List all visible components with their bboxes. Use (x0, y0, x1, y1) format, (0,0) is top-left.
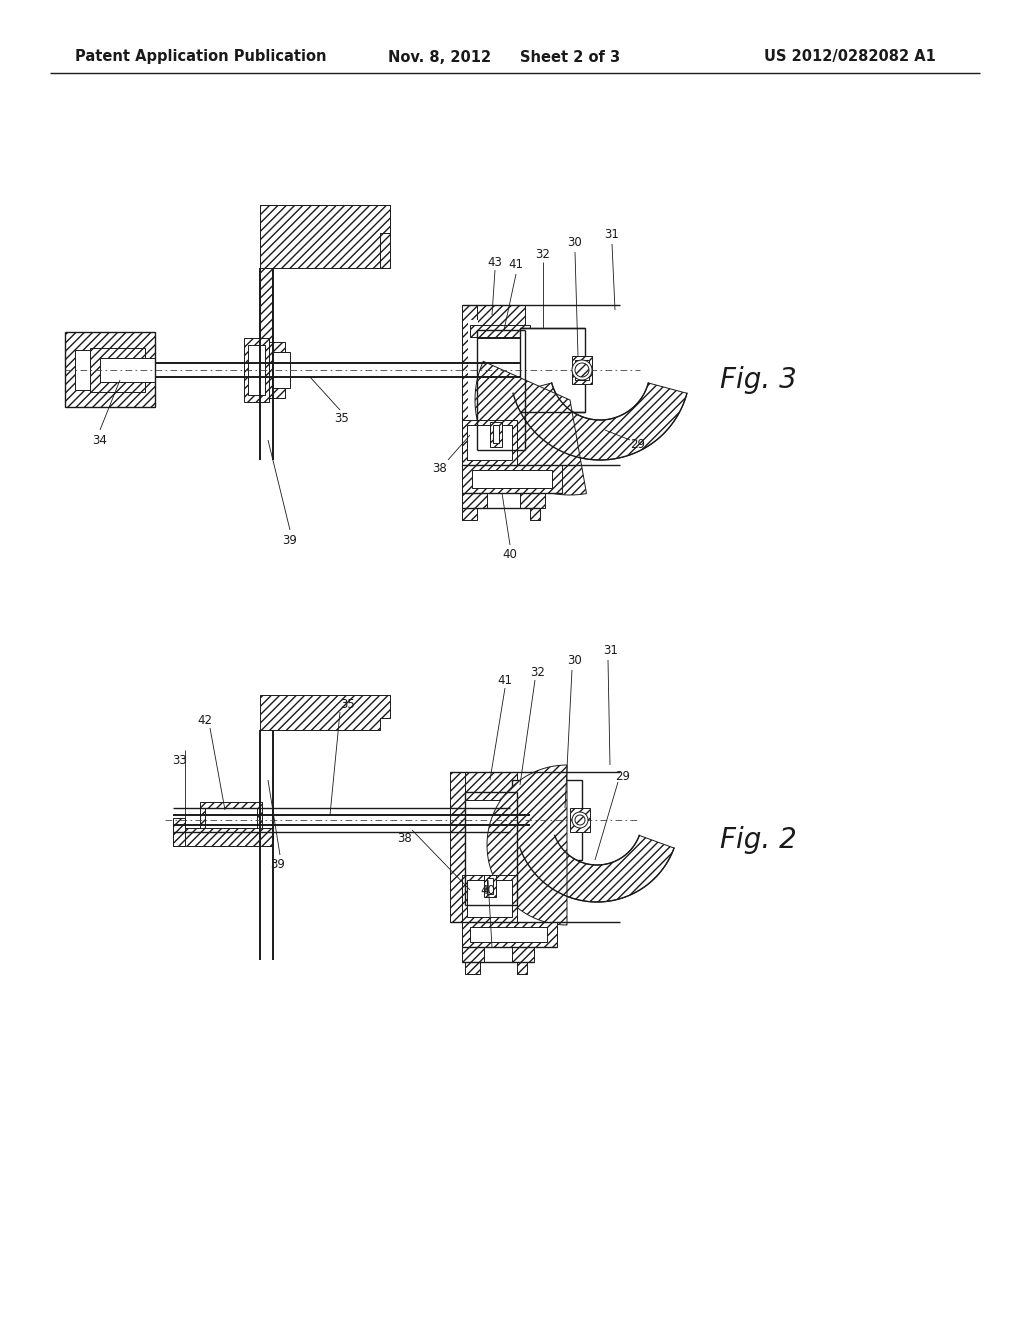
Bar (462, 492, 487, 508)
Bar (575, 360, 589, 380)
Bar (470, 325, 530, 337)
Bar (244, 338, 269, 403)
Bar (200, 803, 262, 838)
Bar (462, 465, 562, 492)
Bar (487, 878, 493, 894)
Bar (467, 880, 512, 917)
Bar (530, 508, 540, 520)
Bar (462, 420, 517, 465)
Bar (520, 327, 585, 412)
Text: 31: 31 (604, 228, 620, 242)
Circle shape (572, 360, 592, 380)
Text: 34: 34 (92, 433, 108, 446)
Text: 40: 40 (503, 549, 517, 561)
Bar (470, 330, 525, 338)
Bar (248, 345, 265, 395)
Bar (570, 808, 590, 832)
Text: 41: 41 (498, 673, 512, 686)
Bar (173, 828, 273, 846)
Bar (65, 333, 155, 407)
Text: Patent Application Publication: Patent Application Publication (75, 49, 327, 65)
Text: US 2012/0282082 A1: US 2012/0282082 A1 (764, 49, 936, 65)
Bar (468, 319, 478, 450)
Bar (272, 352, 290, 388)
Bar (472, 470, 552, 488)
Polygon shape (475, 362, 587, 495)
Bar (470, 927, 547, 942)
Bar (100, 358, 155, 381)
Bar (462, 921, 557, 946)
Bar (368, 234, 390, 268)
Bar (90, 348, 145, 392)
Text: 32: 32 (536, 248, 551, 260)
Text: 30: 30 (567, 236, 583, 249)
Bar (465, 962, 480, 974)
Bar (470, 305, 525, 330)
Text: 39: 39 (283, 533, 297, 546)
Circle shape (575, 814, 585, 825)
Bar (493, 425, 499, 444)
Polygon shape (260, 205, 390, 268)
Text: 35: 35 (341, 698, 355, 711)
Text: 29: 29 (631, 438, 645, 451)
Text: 41: 41 (509, 259, 523, 272)
Text: 35: 35 (335, 412, 349, 425)
Text: Fig. 3: Fig. 3 (720, 366, 797, 393)
Bar (173, 818, 185, 846)
Text: Sheet 2 of 3: Sheet 2 of 3 (520, 49, 621, 65)
Polygon shape (487, 766, 567, 925)
Bar (255, 342, 285, 399)
Bar (462, 508, 477, 520)
Text: 43: 43 (487, 256, 503, 268)
Text: 40: 40 (480, 883, 496, 896)
Bar (75, 350, 145, 389)
Bar (462, 946, 484, 962)
Bar (462, 875, 517, 921)
Bar (260, 234, 272, 363)
Bar (462, 305, 477, 465)
Text: 32: 32 (530, 665, 546, 678)
Bar (484, 875, 496, 898)
Text: 42: 42 (198, 714, 213, 726)
Text: 39: 39 (270, 858, 286, 871)
Bar (517, 962, 527, 974)
Bar (205, 808, 257, 832)
Circle shape (575, 363, 589, 378)
Circle shape (572, 812, 588, 828)
Polygon shape (520, 836, 674, 902)
Bar (512, 780, 582, 861)
Bar (260, 205, 390, 234)
Text: 31: 31 (603, 644, 618, 657)
Text: 38: 38 (397, 832, 413, 845)
Bar (512, 946, 534, 962)
Text: 30: 30 (567, 655, 583, 668)
Text: Fig. 2: Fig. 2 (720, 826, 797, 854)
Bar (572, 356, 592, 384)
Text: 33: 33 (173, 754, 187, 767)
Bar (462, 772, 517, 792)
Bar (467, 425, 512, 459)
Polygon shape (260, 696, 390, 730)
Text: 38: 38 (432, 462, 447, 474)
Bar (520, 492, 545, 508)
Bar (450, 772, 465, 921)
Text: 29: 29 (615, 771, 631, 784)
Text: Nov. 8, 2012: Nov. 8, 2012 (388, 49, 492, 65)
Polygon shape (513, 383, 687, 459)
Bar (462, 792, 517, 800)
Bar (490, 422, 502, 447)
